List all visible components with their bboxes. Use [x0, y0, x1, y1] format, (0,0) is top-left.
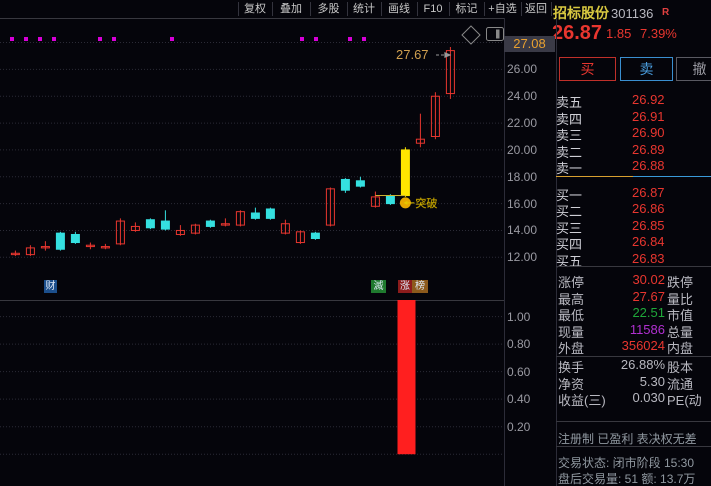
- svg-text:27.67: 27.67: [396, 47, 429, 62]
- svg-text:突破: 突破: [415, 196, 437, 210]
